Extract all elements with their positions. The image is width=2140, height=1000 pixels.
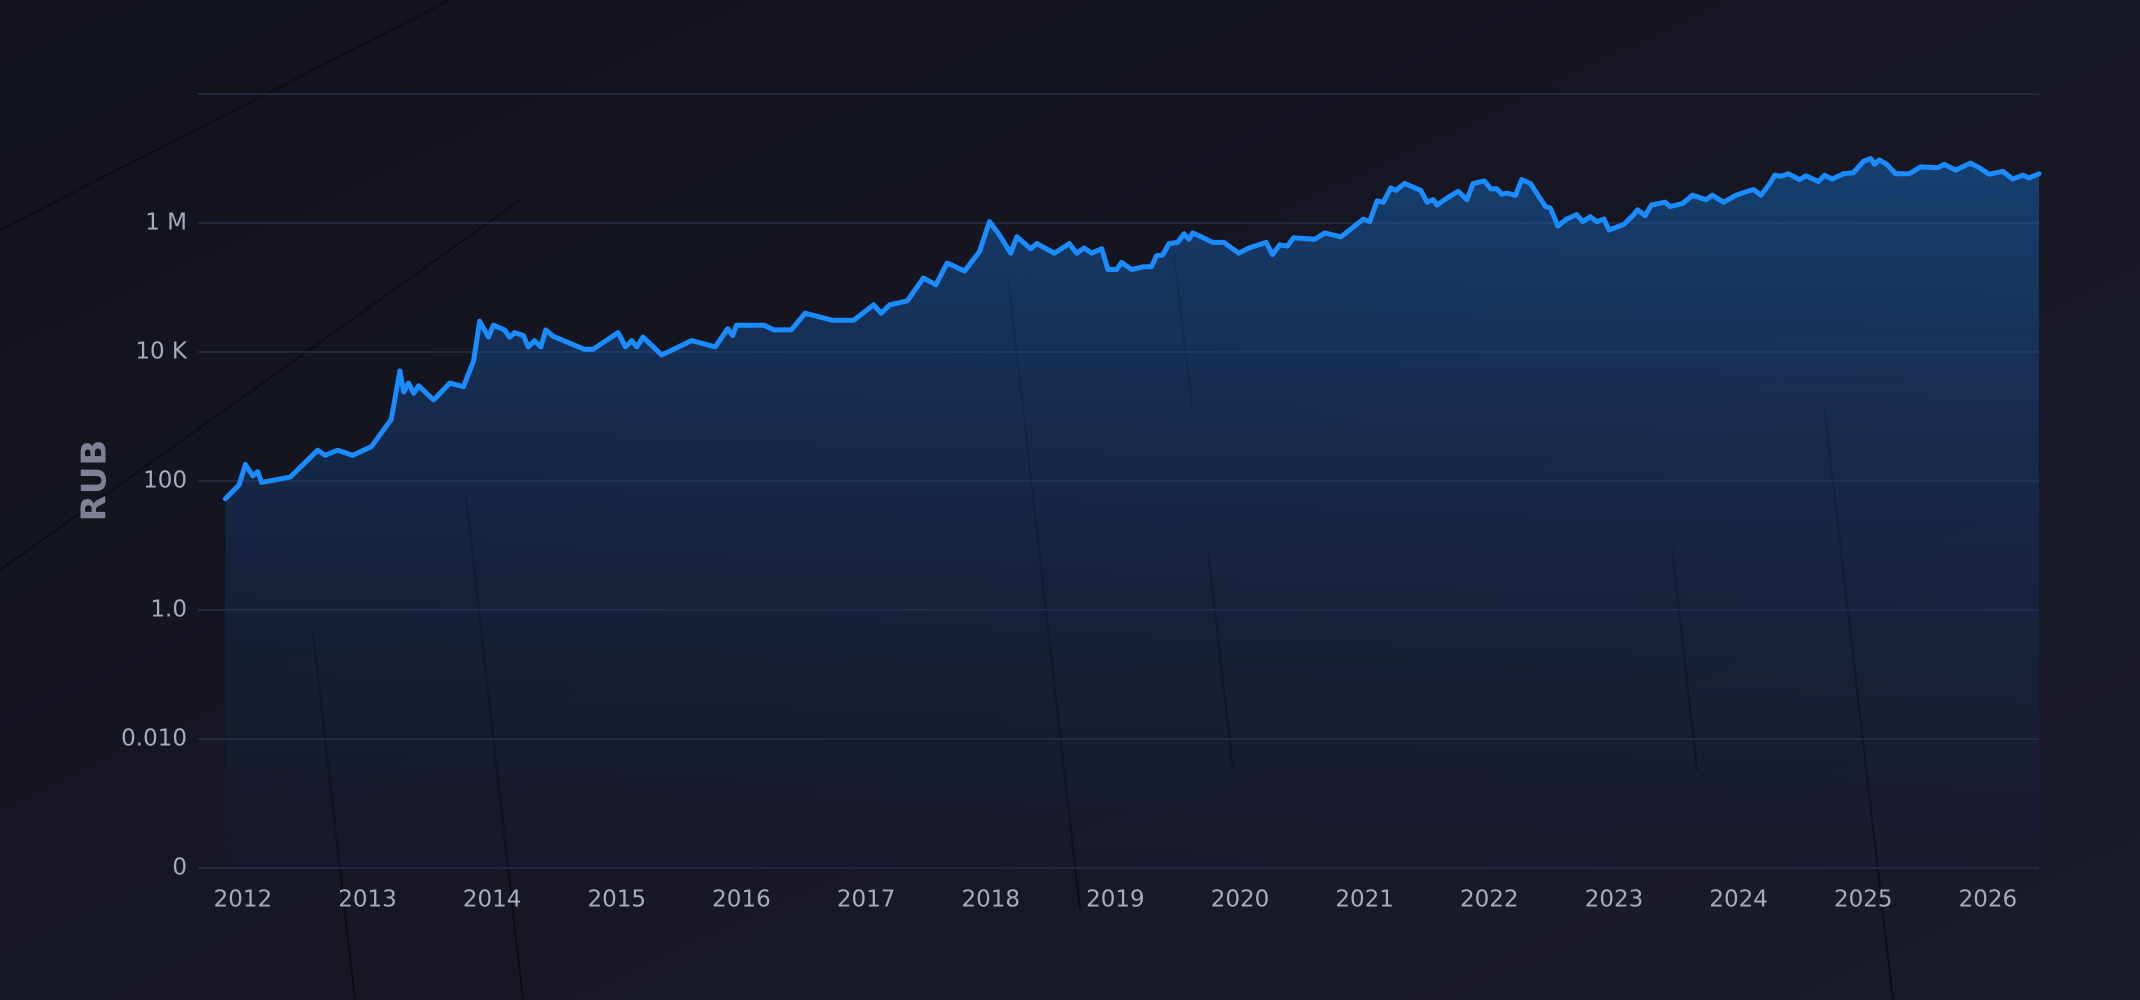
price-line [222, 156, 2042, 502]
x-tick-label: 2021 [1335, 887, 1394, 913]
x-tick-label: 2016 [712, 887, 771, 913]
y-tick-label: 100 [143, 468, 187, 494]
x-tick-label: 2017 [837, 887, 896, 913]
area-fill [225, 158, 2039, 868]
y-tick-label: 0.010 [121, 726, 187, 752]
x-tick-label: 2018 [961, 887, 1020, 913]
x-tick-label: 2025 [1834, 887, 1893, 913]
y-axis-title: RUB [75, 439, 115, 522]
x-tick-label: 2026 [1959, 887, 2018, 913]
x-tick-label: 2013 [338, 887, 397, 913]
x-tick-label: 2019 [1086, 887, 1145, 913]
x-tick-label: 2022 [1460, 887, 1519, 913]
y-tick-label: 1.0 [150, 597, 187, 623]
x-tick-label: 2015 [588, 887, 647, 913]
x-tick-label: 2020 [1211, 887, 1270, 913]
x-tick-label: 2024 [1709, 887, 1768, 913]
y-tick-label: 1 M [145, 210, 187, 236]
x-tick-label: 2023 [1585, 887, 1644, 913]
y-tick-label: 10 K [135, 339, 188, 365]
x-tick-label: 2014 [463, 887, 522, 913]
x-tick-label: 2012 [214, 887, 273, 913]
y-tick-label: 0 [172, 855, 187, 881]
